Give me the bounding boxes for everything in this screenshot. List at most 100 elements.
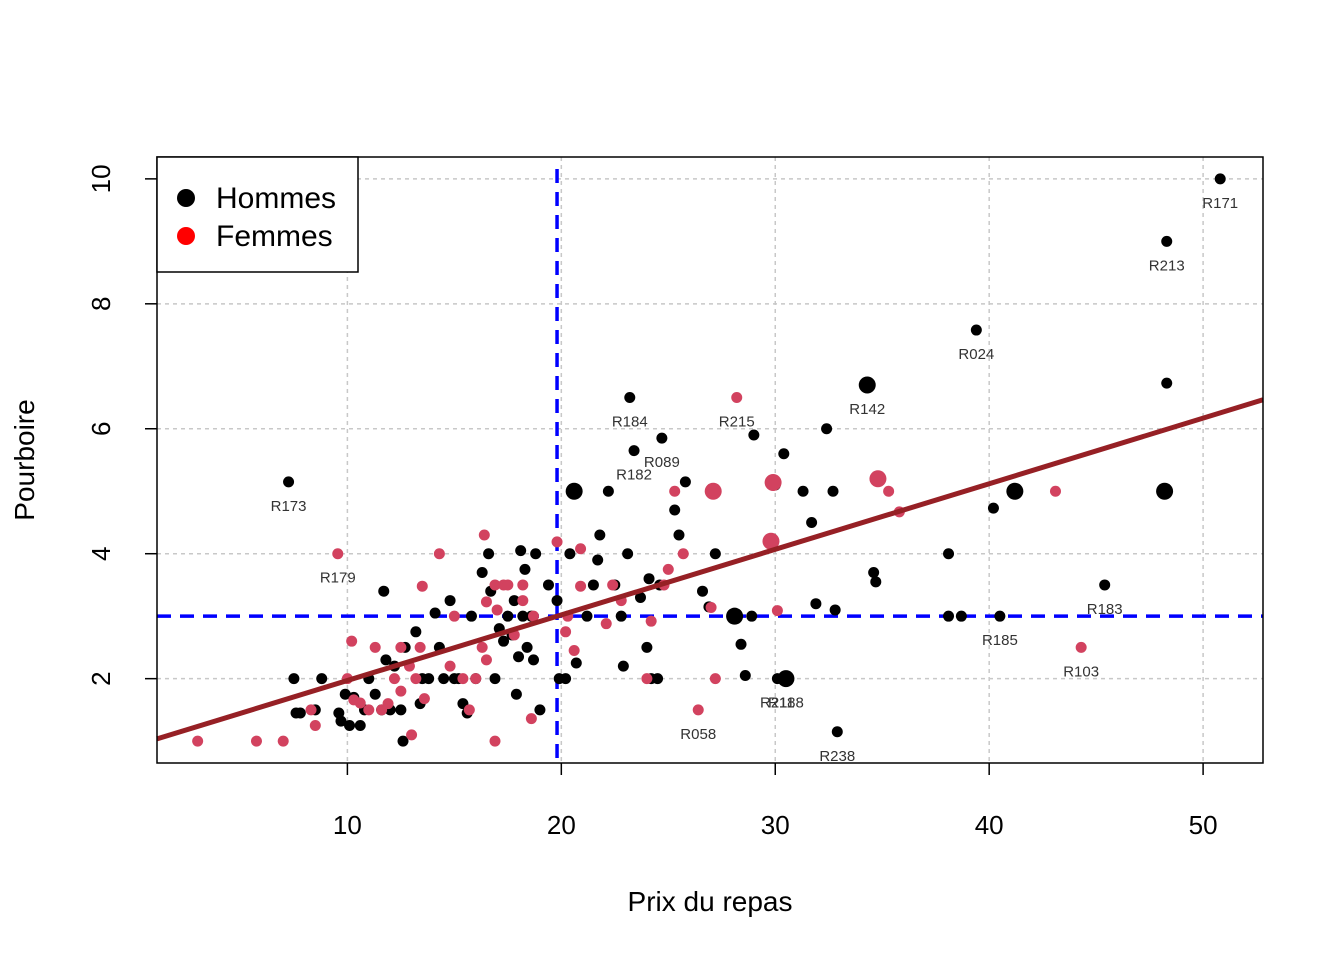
data-point-hommes [643, 573, 655, 585]
data-point-hommes [581, 610, 593, 622]
data-point-hommes [483, 548, 495, 560]
data-point-hommes [489, 673, 501, 685]
y-tick-label: 8 [86, 297, 116, 311]
data-point-femmes [382, 698, 394, 710]
data-point-femmes [444, 660, 456, 672]
data-point-hommes [1214, 173, 1226, 185]
data-point-femmes [395, 685, 407, 697]
data-point-hommes [438, 673, 450, 685]
data-point-hommes [641, 641, 653, 653]
data-point-hommes [709, 548, 721, 560]
point-label: R173 [271, 498, 307, 515]
data-point-hommes [634, 591, 646, 603]
data-point-hommes [465, 610, 477, 622]
data-point-hommes [397, 735, 409, 747]
data-point-hommes [551, 595, 563, 607]
data-point-femmes [764, 473, 782, 491]
data-point-hommes [777, 670, 795, 688]
y-tick-label: 6 [86, 422, 116, 436]
data-point-hommes [335, 715, 347, 727]
data-point-hommes [679, 476, 691, 488]
plot-frame [156, 156, 1264, 764]
data-point-femmes [433, 548, 445, 560]
data-point-hommes [519, 563, 531, 575]
data-point-femmes [731, 392, 743, 404]
data-point-femmes [762, 532, 780, 550]
data-point-hommes [602, 485, 614, 497]
data-point-femmes [528, 610, 540, 622]
x-tick-label: 10 [333, 810, 362, 840]
data-point-femmes [369, 641, 381, 653]
data-point-hommes [746, 610, 758, 622]
point-label: R179 [320, 570, 356, 587]
reference-lines [157, 169, 1263, 763]
data-point-hommes [517, 610, 529, 622]
data-point-hommes [669, 504, 681, 516]
data-point-hommes [697, 585, 709, 597]
data-point-femmes [476, 641, 488, 653]
data-point-femmes [250, 735, 262, 747]
point-label: R238 [819, 748, 855, 765]
data-point-femmes [309, 720, 321, 732]
data-point-hommes [868, 566, 880, 578]
data-point-hommes [831, 726, 843, 738]
data-point-femmes [551, 536, 563, 548]
axis-ticks: 10 20 30 40 50 2 4 6 8 10 [86, 164, 1218, 840]
data-point-femmes [1075, 641, 1087, 653]
data-point-hommes [943, 548, 955, 560]
data-point-hommes [652, 673, 664, 685]
data-point-femmes [771, 605, 783, 617]
data-point-femmes [410, 673, 422, 685]
data-point-hommes [564, 548, 576, 560]
data-point-femmes [869, 470, 887, 488]
data-point-hommes [528, 654, 540, 666]
data-point-femmes [705, 601, 717, 613]
legend-label-hommes: Hommes [216, 182, 336, 215]
data-point-hommes [1156, 482, 1174, 500]
data-point-hommes [513, 651, 525, 663]
point-label: R213 [1149, 257, 1185, 274]
data-point-femmes [463, 704, 475, 716]
data-point-hommes [624, 392, 636, 404]
data-point-femmes [489, 735, 501, 747]
data-point-hommes [955, 610, 967, 622]
data-point-hommes [943, 610, 955, 622]
y-tick-label: 10 [86, 164, 116, 193]
data-point-hommes [288, 673, 300, 685]
data-point-hommes [726, 607, 744, 625]
data-point-femmes [517, 595, 529, 607]
data-point-hommes [444, 595, 456, 607]
data-point-femmes [502, 579, 514, 591]
data-point-hommes [410, 626, 422, 638]
data-point-hommes [369, 688, 381, 700]
data-point-hommes [810, 598, 822, 610]
data-point-femmes [692, 704, 704, 716]
point-label: R089 [644, 454, 680, 471]
data-point-hommes [821, 423, 833, 435]
point-label: R182 [616, 467, 652, 484]
point-label: R215 [719, 414, 755, 431]
data-point-femmes [560, 626, 572, 638]
data-point-femmes [192, 735, 204, 747]
point-label: R024 [958, 346, 994, 363]
data-point-femmes [1049, 485, 1061, 497]
data-point-hommes [628, 445, 640, 457]
data-point-hommes [797, 485, 809, 497]
data-point-femmes [332, 548, 344, 560]
data-point-hommes [534, 704, 546, 716]
data-point-femmes [277, 735, 289, 747]
data-point-hommes [587, 579, 599, 591]
data-point-femmes [607, 579, 619, 591]
legend-marker-femmes [177, 227, 195, 245]
data-point-femmes [489, 579, 501, 591]
point-label: R142 [849, 401, 885, 418]
data-point-hommes [316, 673, 328, 685]
data-point-hommes [294, 707, 306, 719]
data-point-femmes [517, 579, 529, 591]
legend-label-femmes: Femmes [216, 220, 333, 253]
data-point-femmes [363, 704, 375, 716]
data-point-femmes [641, 673, 653, 685]
data-point-femmes [491, 604, 503, 616]
data-point-femmes [669, 485, 681, 497]
